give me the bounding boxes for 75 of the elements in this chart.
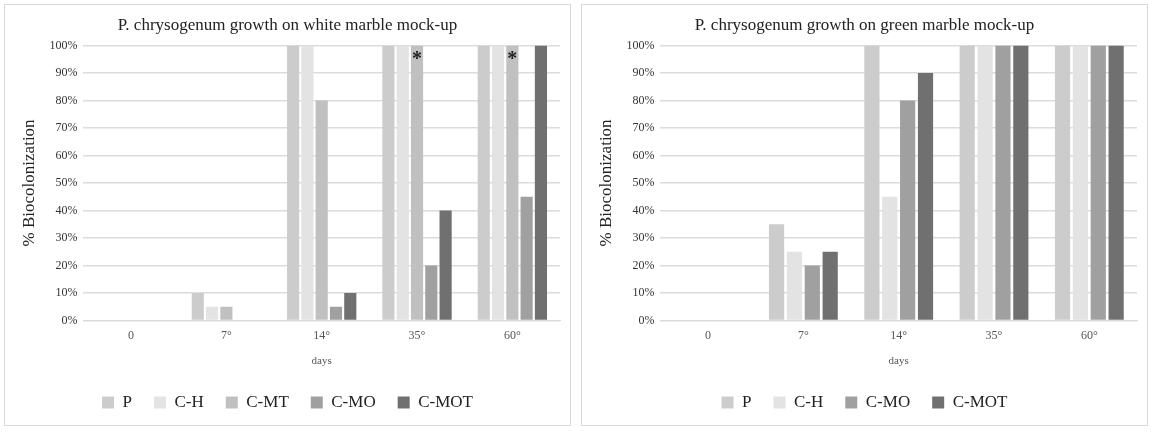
bar (1054, 45, 1071, 320)
x-tick-label: 35° (985, 327, 1003, 342)
bar (917, 72, 934, 320)
y-tick-label: 70% (632, 120, 655, 135)
chart-title: P. chrysogenum growth on green marble mock-up (694, 14, 1035, 34)
bar (477, 45, 490, 320)
x-axis-title: days (888, 354, 909, 367)
x-tick-label: 14° (890, 327, 908, 342)
annotation: * (412, 46, 423, 69)
x-tick-label: 0 (128, 327, 135, 342)
legend-label: C-H (794, 391, 824, 411)
bar (344, 292, 357, 320)
y-tick-label: 100% (49, 37, 78, 52)
bar (425, 265, 438, 320)
x-tick-label: 7° (220, 327, 232, 342)
bar (287, 45, 300, 320)
bar (822, 251, 838, 320)
y-tick-label: 60% (55, 147, 78, 162)
annotation: * (507, 46, 518, 69)
bar (329, 306, 343, 320)
legend-label: C-MT (246, 391, 290, 411)
bar (506, 45, 519, 320)
bar (439, 210, 452, 320)
bar (959, 45, 975, 320)
bar (191, 292, 204, 320)
bar (315, 100, 328, 320)
y-tick-label: 90% (632, 65, 655, 80)
chart-title: P. chrysogenum growth on white marble mock-up (117, 14, 458, 34)
x-tick-label: 0 (705, 327, 712, 342)
bar (1090, 45, 1106, 320)
y-tick-label: 30% (55, 230, 78, 245)
y-tick-label: 90% (55, 65, 78, 80)
y-tick-label: 30% (632, 230, 655, 245)
x-tick-label: 14° (313, 327, 331, 342)
legend-label: P (122, 391, 133, 411)
x-tick-label: 60° (503, 327, 521, 342)
x-axis-title: days (311, 354, 332, 367)
y-tick-label: 60% (632, 147, 655, 162)
bar (220, 306, 233, 320)
y-tick-label: 20% (632, 257, 655, 272)
y-tick-label: 10% (632, 285, 655, 300)
bar (410, 45, 424, 320)
x-tick-label: 7° (797, 327, 809, 342)
bar (1013, 45, 1029, 320)
legend-label: C-H (174, 391, 204, 411)
bar (900, 100, 916, 320)
bar (534, 45, 548, 320)
bar (520, 196, 533, 320)
y-axis-title: % Biocolonization (595, 118, 615, 247)
x-tick-label: 60° (1080, 327, 1098, 342)
x-tick-label: 35° (408, 327, 426, 342)
y-tick-label: 80% (632, 92, 655, 107)
bar (995, 45, 1011, 320)
y-tick-label: 0% (61, 312, 78, 327)
bar (804, 265, 820, 320)
bar (768, 224, 785, 320)
bar (1108, 45, 1124, 320)
legend-label: C-MOT (952, 391, 1009, 411)
y-tick-label: 50% (632, 175, 655, 190)
legend-label: C-MO (865, 391, 911, 411)
legend-label: P (742, 391, 752, 411)
y-tick-label: 40% (55, 202, 78, 217)
legend-label: C-MOT (418, 391, 474, 411)
y-tick-label: 80% (55, 92, 78, 107)
y-tick-label: 70% (55, 120, 78, 135)
bar (382, 45, 395, 320)
bar (864, 45, 880, 320)
y-tick-label: 0% (638, 312, 655, 327)
y-tick-label: 100% (626, 37, 655, 52)
y-tick-label: 40% (632, 202, 655, 217)
y-axis-title: % Biocolonization (18, 118, 38, 247)
legend-label: C-MO (331, 391, 376, 411)
y-tick-label: 20% (55, 257, 78, 272)
y-tick-label: 10% (55, 285, 78, 300)
y-tick-label: 50% (55, 175, 78, 190)
